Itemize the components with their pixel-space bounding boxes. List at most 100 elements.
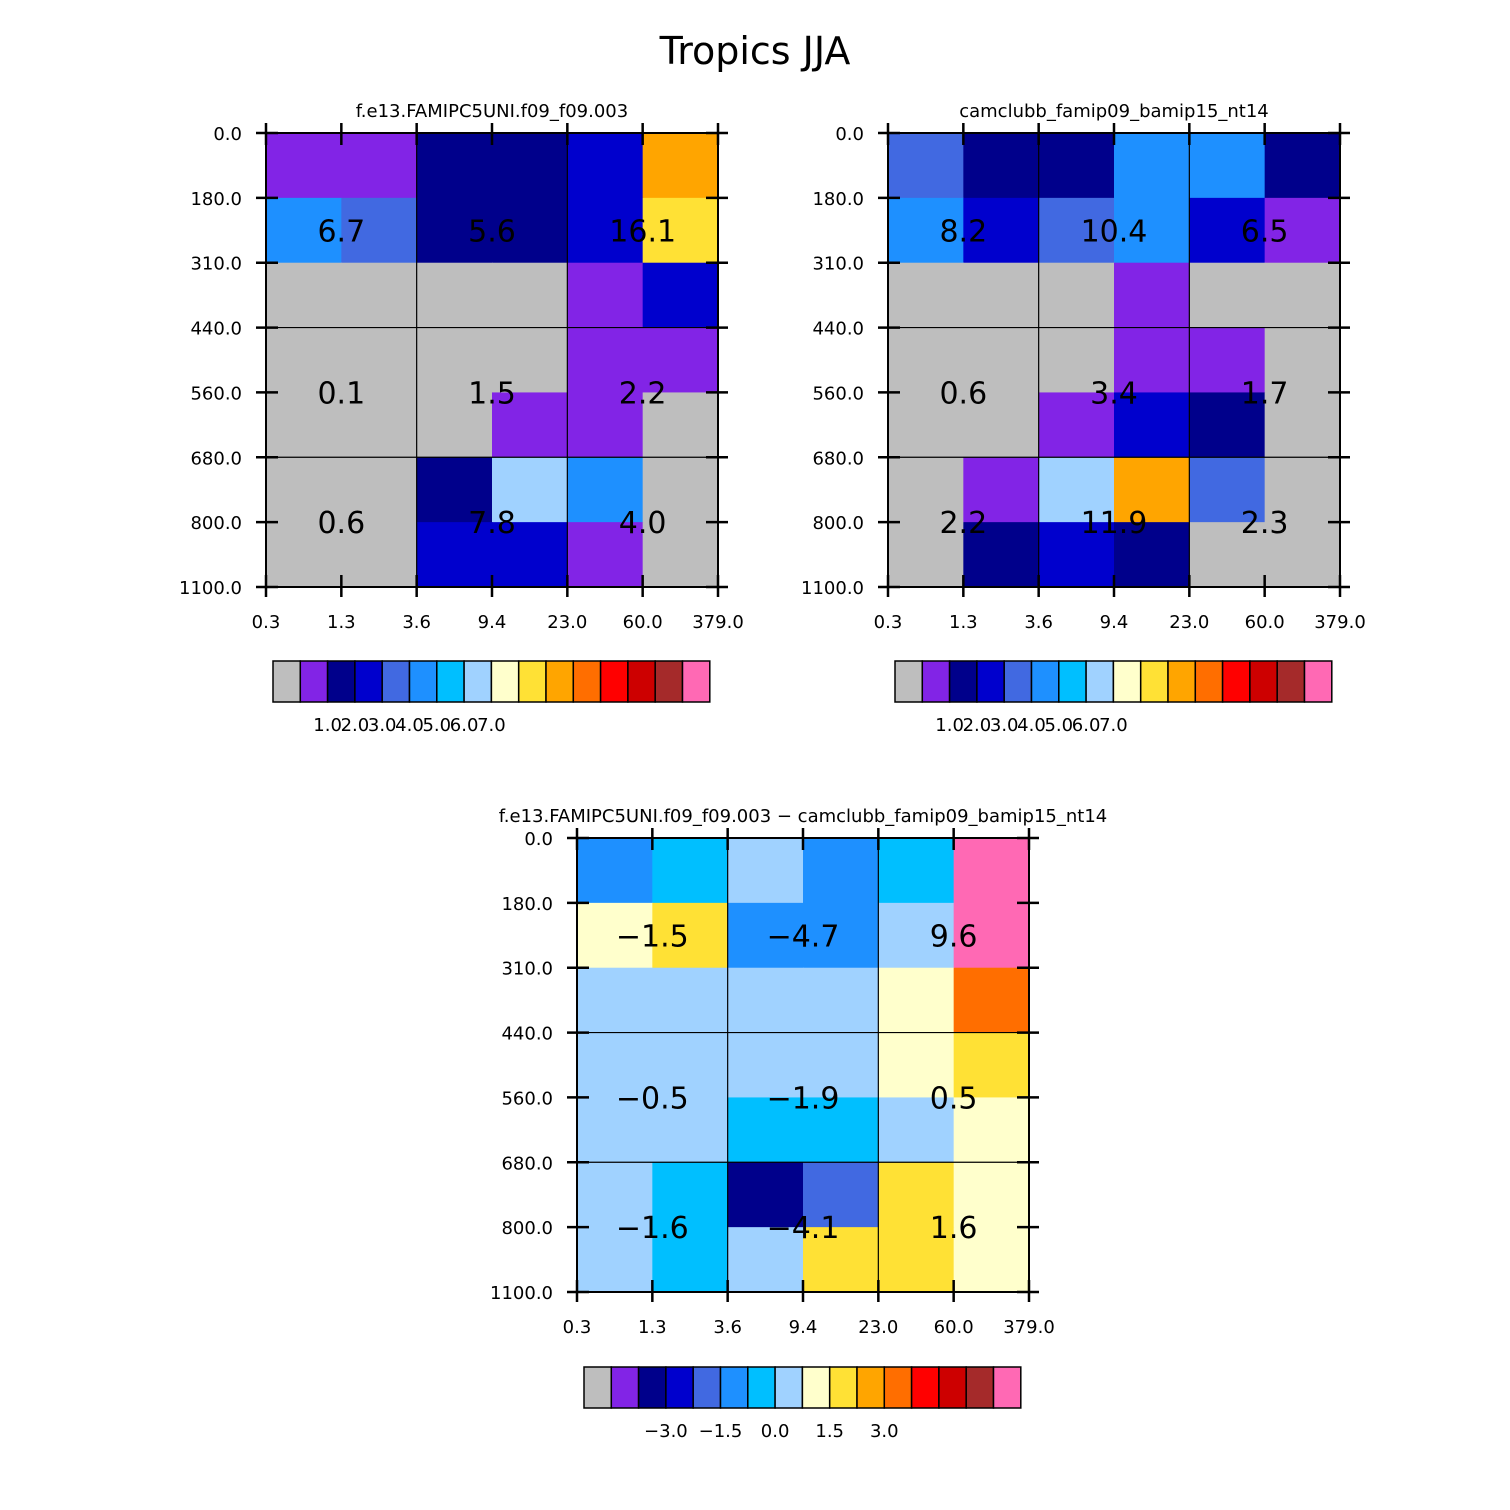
heatmap-cell <box>803 1097 879 1163</box>
colorbar-tick-label: 0.0 <box>761 1421 790 1442</box>
heatmap-cell <box>492 392 568 458</box>
heatmap-cell <box>642 522 719 588</box>
colorbar-swatch <box>1194 660 1224 703</box>
colorbar-swatch <box>965 1366 995 1409</box>
heatmap-cell <box>878 1227 955 1293</box>
x-tick-label: 1.3 <box>949 612 978 633</box>
heatmap-cell <box>492 262 568 329</box>
heatmap-cell <box>1114 327 1190 394</box>
heatmap-cell <box>727 967 804 1034</box>
heatmap-cell <box>888 197 964 264</box>
y-tick-label: 0.0 <box>835 124 864 145</box>
heatmap-cell <box>341 392 418 458</box>
group-value-label: 9.6 <box>930 919 978 954</box>
x-tick-label: 0.3 <box>252 612 281 633</box>
x-tick-label: 9.4 <box>478 612 507 633</box>
group-value-label: 10.4 <box>1081 214 1148 249</box>
colorbar-swatch <box>948 660 978 703</box>
panel-title: f.e13.FAMIPC5UNI.f09_f09.003 <box>356 101 628 122</box>
heatmap-cell <box>727 838 804 904</box>
colorbar-tick-label: 3.0 <box>368 715 397 736</box>
x-tick-label: 379.0 <box>1314 612 1366 633</box>
y-tick-label: 680.0 <box>501 1153 553 1174</box>
heatmap-cell <box>642 262 719 329</box>
heatmap-cell <box>567 327 644 394</box>
group-value-label: −0.5 <box>616 1081 689 1116</box>
group-value-label: 6.7 <box>317 214 365 249</box>
x-tick-label: 1.3 <box>327 612 356 633</box>
heatmap-cell <box>642 457 719 523</box>
colorbar-swatch <box>583 1366 613 1409</box>
colorbar-tick-label: 5.0 <box>422 715 451 736</box>
group-value-label: −1.5 <box>616 919 689 954</box>
x-tick-label: 60.0 <box>1245 612 1285 633</box>
heatmap-cell <box>803 902 879 969</box>
heatmap-cell <box>416 522 493 588</box>
y-tick-label: 180.0 <box>812 189 864 210</box>
group-value-label: 0.1 <box>317 376 365 411</box>
x-tick-label: 379.0 <box>1003 1317 1055 1338</box>
heatmap-cell <box>727 902 804 969</box>
colorbar-swatch <box>828 1366 858 1409</box>
group-value-label: 2.2 <box>619 376 667 411</box>
heatmap-cell <box>888 327 964 394</box>
heatmap-cell <box>266 133 342 199</box>
heatmap-cell <box>652 1227 729 1293</box>
heatmap-cell <box>963 522 1040 588</box>
panel-title: camclubb_famip09_bamip15_nt14 <box>959 101 1269 122</box>
heatmap-cell <box>963 392 1040 458</box>
y-tick-label: 310.0 <box>190 254 242 275</box>
heatmap-cell <box>953 838 1030 904</box>
group-value-label: 2.2 <box>939 506 987 541</box>
heatmap-cell <box>652 967 729 1034</box>
colorbar-swatch <box>1085 660 1115 703</box>
heatmap-cell <box>266 392 342 458</box>
colorbar-tick-label: −3.0 <box>644 1421 688 1442</box>
heatmap-cell <box>803 967 879 1034</box>
group-value-label: −1.6 <box>616 1211 689 1246</box>
heatmap-cell <box>1264 522 1341 588</box>
heatmap-cell <box>888 392 964 458</box>
heatmap-cell <box>416 327 493 394</box>
colorbar-tick-label: 1.0 <box>313 715 342 736</box>
x-tick-label: 379.0 <box>692 612 744 633</box>
heatmap-cell <box>416 457 493 523</box>
heatmap-cell <box>727 1162 804 1228</box>
colorbar-swatch <box>1303 660 1333 703</box>
colorbar-swatch <box>627 660 656 703</box>
heatmap-cell <box>953 967 1030 1034</box>
heatmap-cell <box>416 392 493 458</box>
heatmap-cell <box>416 197 493 264</box>
heatmap-cell <box>963 197 1040 264</box>
heatmap-cell <box>577 1162 653 1228</box>
x-tick-label: 3.6 <box>713 1317 742 1338</box>
y-tick-label: 0.0 <box>213 124 242 145</box>
x-tick-label: 60.0 <box>934 1317 974 1338</box>
group-value-label: 1.6 <box>930 1211 978 1246</box>
colorbar-swatch <box>1167 660 1197 703</box>
heatmap-cell <box>577 1032 653 1099</box>
heatmap-cell <box>1189 522 1266 588</box>
heatmap-cell <box>1189 327 1266 394</box>
heatmap-cell <box>953 902 1030 969</box>
x-tick-label: 60.0 <box>623 612 663 633</box>
heatmap-cell <box>888 522 964 588</box>
colorbar-tick-label: 4.0 <box>1017 715 1046 736</box>
y-tick-label: 440.0 <box>812 319 864 340</box>
group-value-label: 0.6 <box>317 506 365 541</box>
heatmap-cell <box>492 522 568 588</box>
heatmap-cell <box>878 902 955 969</box>
y-tick-label: 800.0 <box>812 513 864 534</box>
group-value-label: −1.9 <box>767 1081 840 1116</box>
heatmap-cell <box>803 1162 879 1228</box>
colorbar-swatch <box>545 660 575 703</box>
heatmap-cell <box>492 327 568 394</box>
heatmap-cell <box>577 1097 653 1163</box>
colorbar-tick-label: 2.0 <box>341 715 370 736</box>
colorbar-swatch <box>747 1366 776 1409</box>
colorbar-swatch <box>801 1366 831 1409</box>
heatmap-cell <box>1189 133 1266 199</box>
heatmap-cell <box>727 1032 804 1099</box>
heatmap-cell <box>1038 392 1115 458</box>
colorbar-swatch <box>463 660 493 703</box>
